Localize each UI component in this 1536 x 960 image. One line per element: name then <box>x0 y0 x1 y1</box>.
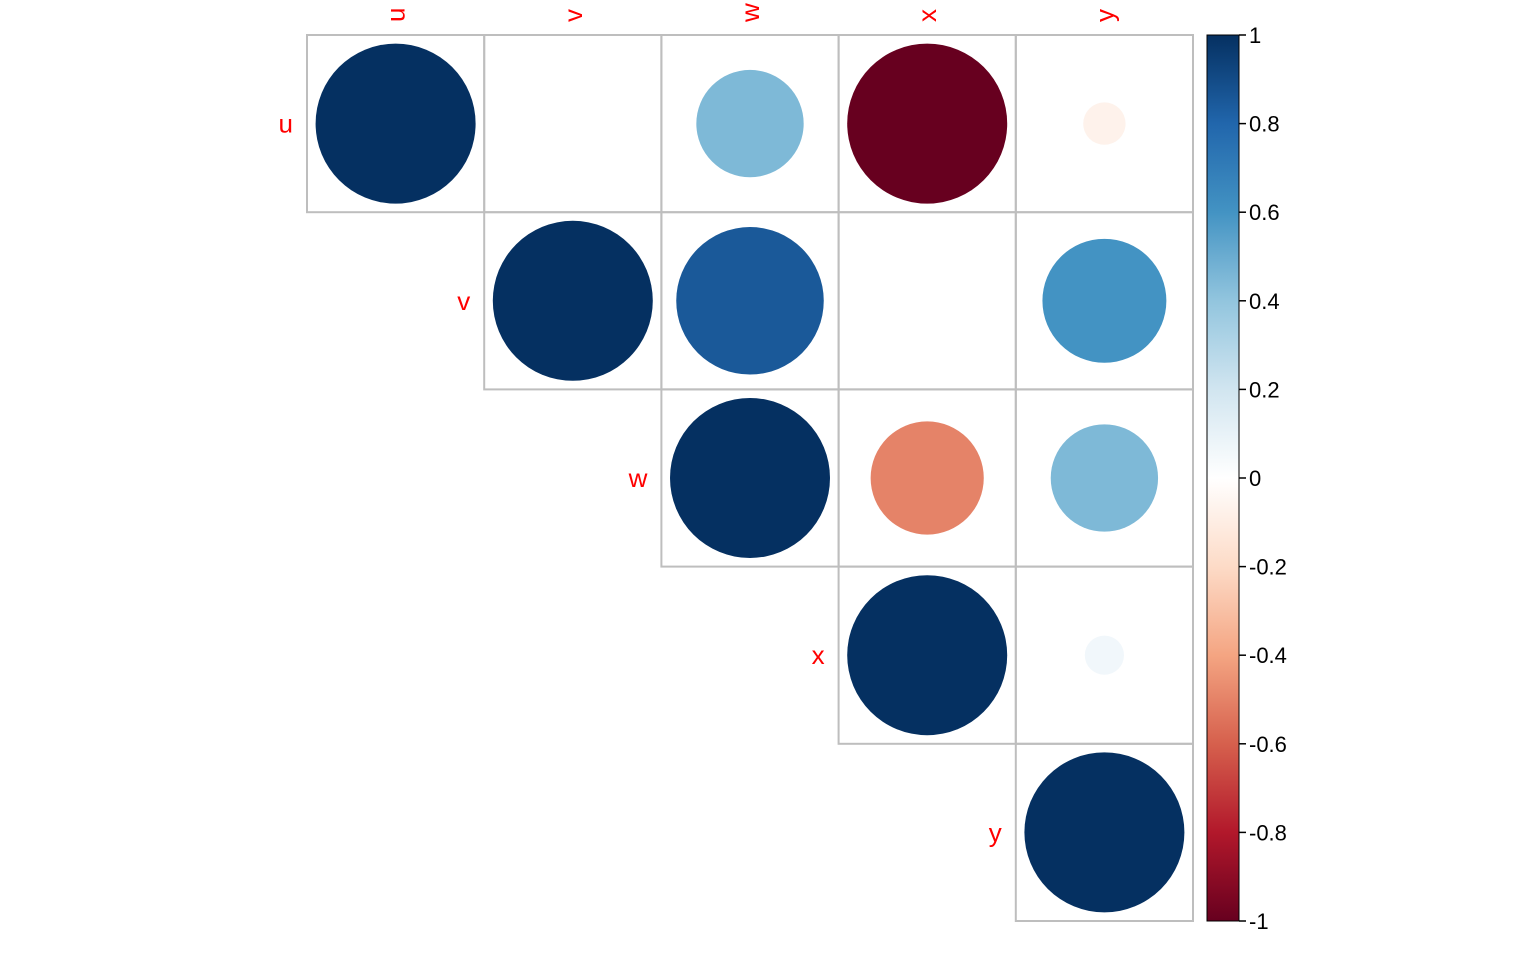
corr-circle-v-v <box>492 220 653 381</box>
corr-circle-x-x <box>847 575 1008 736</box>
corr-circle-w-x <box>870 421 984 535</box>
legend-tick-label: -0.4 <box>1249 643 1287 668</box>
column-label-v: v <box>558 9 588 22</box>
row-label-y: y <box>989 817 1002 847</box>
legend-tick-label: 0.2 <box>1249 377 1280 402</box>
column-label-y: y <box>1089 9 1119 22</box>
legend-tick-label: 0.4 <box>1249 289 1280 314</box>
corr-circle-u-x <box>847 43 1008 204</box>
row-label-u: u <box>279 109 293 139</box>
label-layer: u v w x y u v w x y <box>279 3 1120 847</box>
grid-layer <box>306 34 1194 922</box>
corr-circle-u-y <box>1083 102 1126 145</box>
corr-circle-v-y <box>1042 238 1167 363</box>
grid-cell-y-y <box>1014 742 1194 922</box>
corr-circle-w-y <box>1050 424 1159 532</box>
row-label-x: x <box>812 640 825 670</box>
corr-circle-w-w <box>670 398 830 558</box>
grid-cell-v-x <box>837 211 1017 391</box>
legend-tick-label: 0.6 <box>1249 200 1280 225</box>
column-label-w: w <box>735 3 765 23</box>
corr-circle-u-u <box>315 43 476 204</box>
row-label-v: v <box>457 286 470 316</box>
circle-layer <box>315 43 1185 913</box>
legend-tick-label: -1 <box>1249 909 1269 934</box>
legend-tick-label: -0.8 <box>1249 820 1287 845</box>
corr-circle-x-y <box>1084 635 1124 675</box>
grid-cell-u-v <box>483 34 663 214</box>
legend-tick-label: 0.8 <box>1249 112 1280 137</box>
legend-tick-label: -0.2 <box>1249 555 1287 580</box>
corr-circle-y-y <box>1024 752 1185 913</box>
color-legend: 1 0.8 0.6 0.4 0.2 0 -0.2 -0.4 -0.6 -0.8 -1 <box>1206 23 1287 934</box>
corr-circle-u-w <box>696 69 804 178</box>
corr-circle-v-w <box>676 227 824 375</box>
legend-color-bar <box>1206 34 1240 922</box>
column-label-x: x <box>912 9 942 22</box>
legend-tick-label: 1 <box>1249 23 1261 48</box>
row-label-w: w <box>628 463 648 493</box>
legend-tick-label: -0.6 <box>1249 732 1287 757</box>
legend-tick-label: 0 <box>1249 466 1261 491</box>
column-label-u: u <box>381 8 411 22</box>
